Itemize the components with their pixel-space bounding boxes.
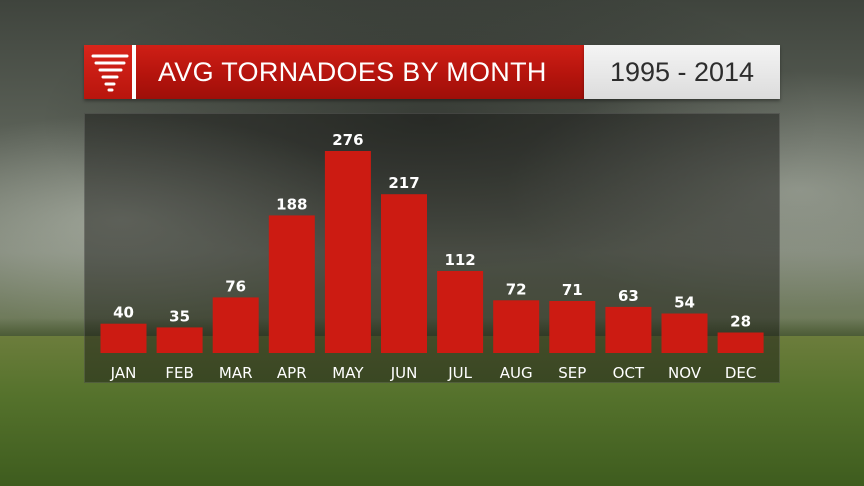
bar-value-apr: 188 — [276, 195, 307, 213]
bar-feb — [156, 327, 203, 353]
logo-box — [84, 45, 136, 99]
bar-value-aug: 72 — [506, 280, 527, 298]
date-range: 1995 - 2014 — [609, 57, 755, 87]
month-label-jul: JUL — [447, 364, 472, 382]
bar-jun — [381, 194, 427, 353]
bar-may — [324, 151, 371, 353]
bar-oct — [605, 306, 652, 353]
month-label-feb: FEB — [165, 364, 193, 382]
month-label-sep: SEP — [558, 364, 586, 382]
month-label-mar: MAR — [219, 364, 253, 382]
bar-nov — [661, 313, 708, 353]
bar-sep — [549, 301, 596, 353]
bar-value-jan: 40 — [113, 304, 134, 322]
bar-value-nov: 54 — [674, 294, 695, 312]
bar-value-oct: 63 — [618, 287, 639, 305]
month-label-oct: OCT — [613, 364, 645, 382]
bar-jan — [100, 323, 147, 353]
bar-value-feb: 35 — [169, 307, 190, 325]
bar-mar — [212, 297, 259, 353]
bar-chart: 40 JAN 35 FEB 76 MAR 188 APR 276 MAY 217 JUN 112 JUL 7… — [100, 131, 764, 382]
bar-aug — [493, 300, 540, 353]
tornado-icon — [91, 54, 129, 92]
title-bar: AVG TORNADOES BY MONTH — [84, 45, 584, 99]
bar-jul — [437, 271, 484, 353]
background-grass — [0, 336, 864, 486]
bar-apr — [268, 215, 315, 353]
bar-dec — [717, 332, 764, 353]
month-label-may: MAY — [332, 364, 364, 382]
bar-value-jul: 112 — [444, 251, 475, 269]
month-label-jun: JUN — [390, 364, 418, 382]
month-label-nov: NOV — [668, 364, 702, 382]
month-label-jan: JAN — [110, 364, 137, 382]
bar-value-sep: 71 — [562, 281, 583, 299]
bar-value-may: 276 — [332, 131, 363, 149]
chart-title: AVG TORNADOES BY MONTH — [158, 57, 547, 87]
date-range-box: 1995 - 2014 — [584, 45, 780, 99]
bar-value-jun: 217 — [388, 174, 419, 192]
month-label-apr: APR — [277, 364, 307, 382]
month-label-dec: DEC — [725, 364, 757, 382]
month-label-aug: AUG — [500, 364, 533, 382]
bar-value-dec: 28 — [730, 313, 751, 331]
bar-value-mar: 76 — [225, 277, 246, 295]
